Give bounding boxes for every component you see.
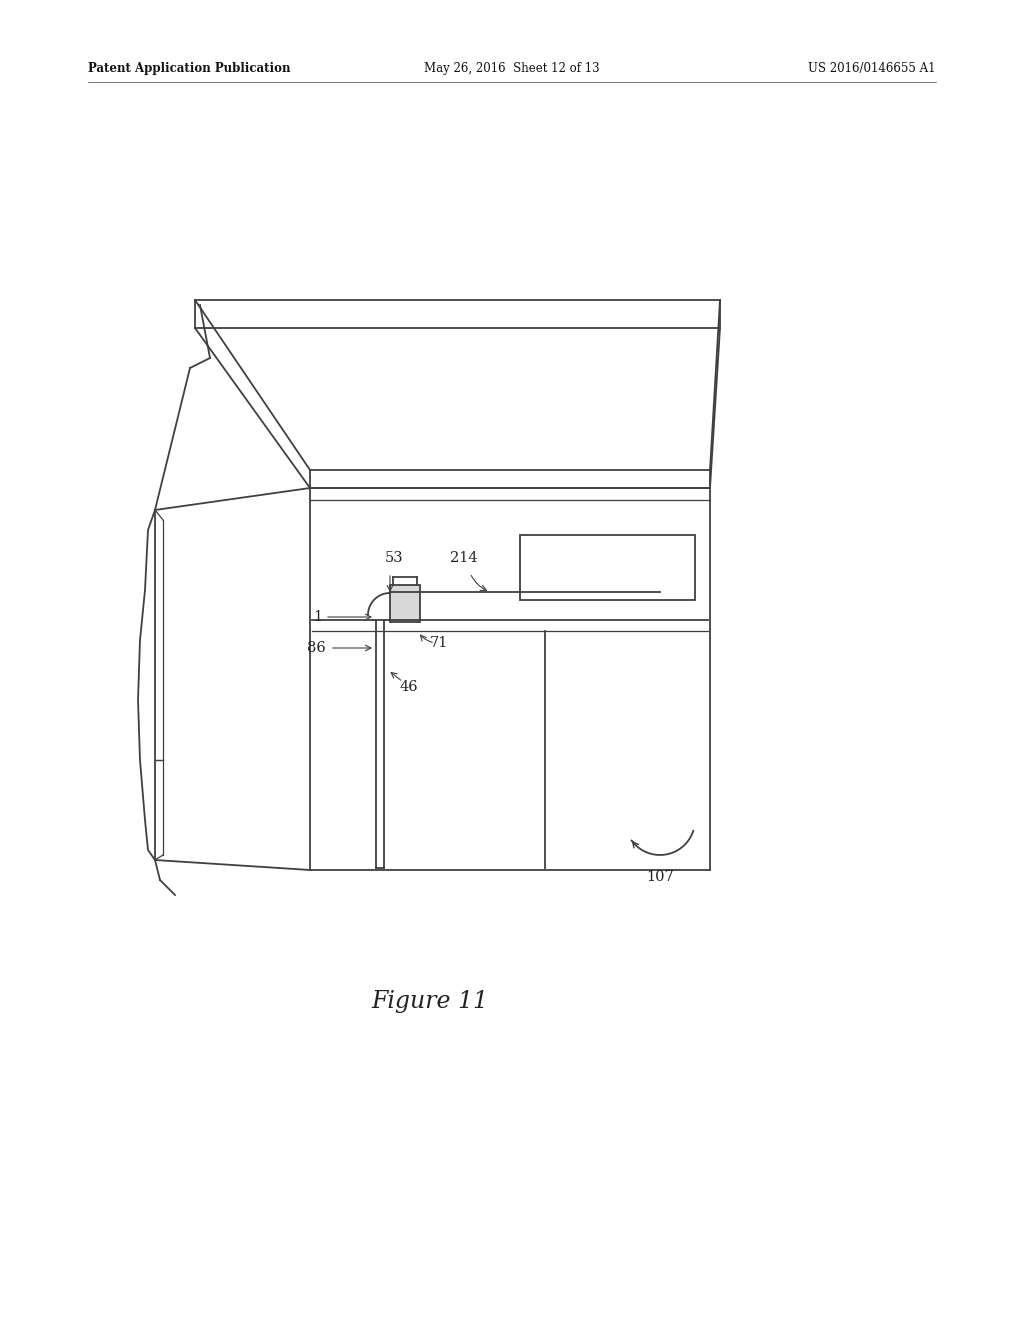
Bar <box>520 535 695 601</box>
Text: Figure 11: Figure 11 <box>372 990 488 1012</box>
Text: 107: 107 <box>646 870 674 884</box>
Text: May 26, 2016  Sheet 12 of 13: May 26, 2016 Sheet 12 of 13 <box>424 62 600 75</box>
Text: 53: 53 <box>385 550 403 565</box>
Text: Patent Application Publication: Patent Application Publication <box>88 62 291 75</box>
Text: US 2016/0146655 A1: US 2016/0146655 A1 <box>809 62 936 75</box>
Text: 86: 86 <box>307 642 326 655</box>
Bar <box>390 585 420 622</box>
Text: 71: 71 <box>430 636 449 649</box>
Text: 1: 1 <box>313 610 322 624</box>
Text: 46: 46 <box>400 680 419 694</box>
Text: 214: 214 <box>450 550 477 565</box>
